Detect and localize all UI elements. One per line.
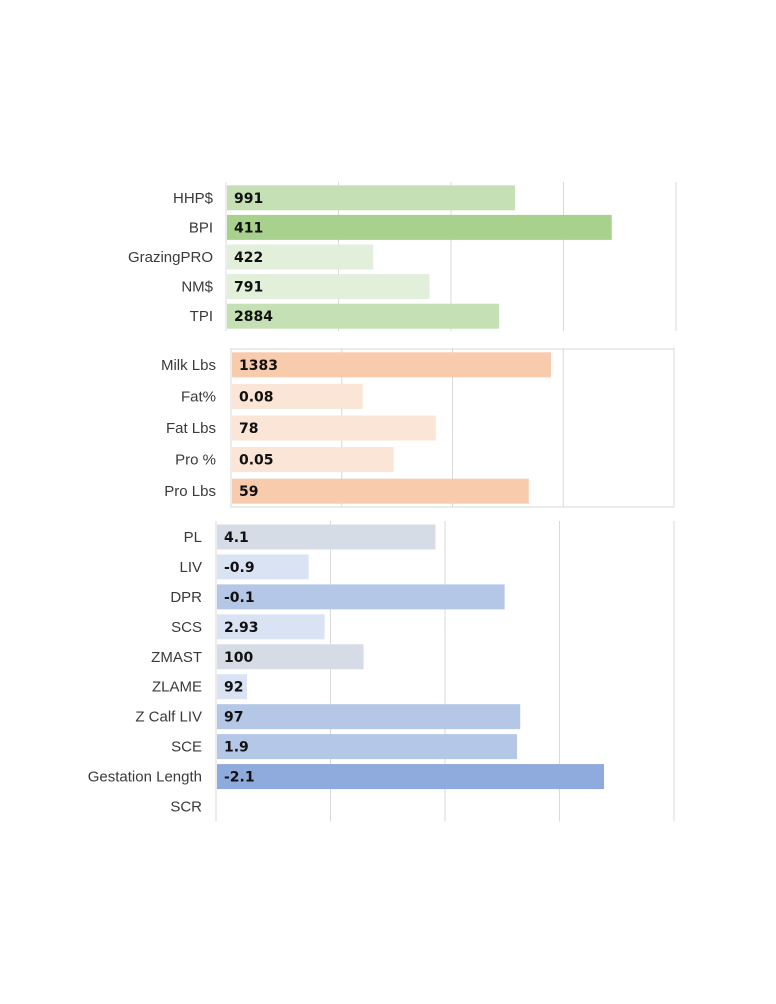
data-label: 97 xyxy=(224,710,243,726)
bar xyxy=(232,352,551,378)
bar xyxy=(232,383,363,409)
category-label: Fat% xyxy=(181,388,216,405)
data-label: 791 xyxy=(234,280,263,296)
category-label: LIV xyxy=(179,559,202,576)
category-label: SCR xyxy=(170,799,202,816)
category-label: Pro % xyxy=(175,452,216,469)
category-label: Milk Lbs xyxy=(161,357,216,374)
bar xyxy=(217,734,517,760)
data-label: -0.9 xyxy=(224,560,255,576)
data-label: 92 xyxy=(224,680,243,696)
data-label: 422 xyxy=(234,250,263,266)
chart-panel-1: HHP$ 991 BPI 411 GrazingPRO 422 NM$ 791 TPI 2884 xyxy=(128,182,677,331)
data-label: 100 xyxy=(224,650,253,666)
data-label: 0.05 xyxy=(239,453,274,469)
data-label: 2884 xyxy=(234,309,273,325)
bar xyxy=(227,303,500,329)
category-label: PL xyxy=(184,529,202,546)
data-label: 1.9 xyxy=(224,740,249,756)
category-label: ZLAME xyxy=(152,679,202,696)
category-label: TPI xyxy=(190,308,213,325)
data-label: -0.1 xyxy=(224,590,255,606)
chart-panel-2: Milk Lbs 1383 Fat% 0.08 Fat Lbs 78 Pro % 0.05 Pr… xyxy=(161,348,675,508)
category-label: HHP$ xyxy=(173,190,214,207)
category-label: SCS xyxy=(171,619,202,636)
category-label: Pro Lbs xyxy=(164,483,216,500)
bar xyxy=(217,524,436,550)
category-label: GrazingPRO xyxy=(128,249,213,266)
bar xyxy=(217,554,309,580)
data-label: 1383 xyxy=(239,358,278,374)
data-label: 59 xyxy=(239,484,258,500)
bar xyxy=(217,704,521,730)
data-label: 78 xyxy=(239,421,258,437)
bar xyxy=(217,584,505,610)
data-label: 4.1 xyxy=(224,530,249,546)
bar xyxy=(232,415,436,441)
data-label: 991 xyxy=(234,191,263,207)
category-label: BPI xyxy=(189,219,213,236)
category-label: DPR xyxy=(170,589,202,606)
data-label: 2.93 xyxy=(224,620,259,636)
data-label: -2.1 xyxy=(224,770,255,786)
bar xyxy=(227,185,515,211)
bar xyxy=(232,478,529,504)
bar xyxy=(227,274,430,300)
chart-panel-3: PL 4.1 LIV -0.9 DPR -0.1 SCS 2.93 ZMAST 100 ZLAME 9… xyxy=(88,521,675,822)
category-label: Z Calf LIV xyxy=(135,709,202,726)
bar xyxy=(217,674,247,700)
bar xyxy=(217,614,325,640)
bar xyxy=(217,644,364,670)
bar xyxy=(232,447,394,473)
category-label: Gestation Length xyxy=(88,769,202,786)
category-label: ZMAST xyxy=(151,649,202,666)
category-label: Fat Lbs xyxy=(166,420,216,437)
bar xyxy=(227,214,612,240)
data-label: 0.08 xyxy=(239,389,274,405)
data-label: 411 xyxy=(234,220,263,236)
bar xyxy=(227,244,374,270)
category-label: NM$ xyxy=(181,279,213,296)
category-label: SCE xyxy=(171,739,202,756)
bar xyxy=(217,764,605,790)
